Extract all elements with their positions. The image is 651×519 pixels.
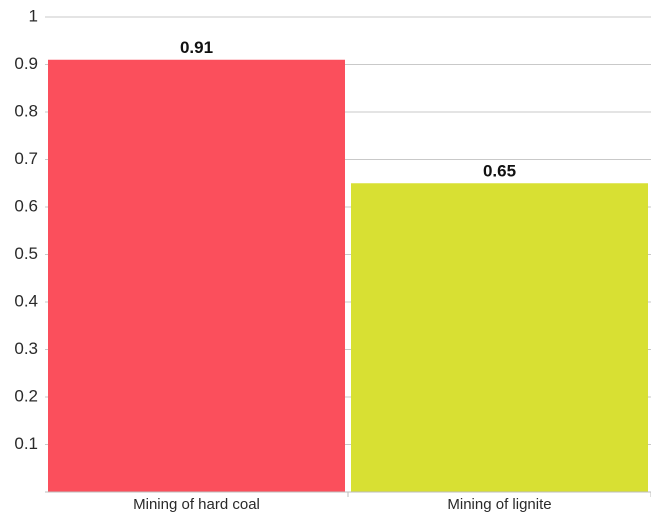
bars <box>48 59 648 492</box>
bar-2 <box>351 183 648 492</box>
y-tick-label: 0.8 <box>14 101 38 120</box>
x-tick-label: Mining of hard coal <box>133 496 260 513</box>
y-tick-label: 0.9 <box>14 54 38 73</box>
bar-1 <box>48 59 345 492</box>
data-labels: 0.91 0.65 <box>180 38 516 181</box>
y-tick-label: 0.7 <box>14 149 38 168</box>
data-label-2: 0.65 <box>483 161 516 180</box>
data-label-1: 0.91 <box>180 38 213 57</box>
y-tick-label: 1 <box>29 6 38 25</box>
y-tick-label: 0.5 <box>14 244 38 263</box>
x-tick-label: Mining of lignite <box>447 496 551 513</box>
y-axis: 0.1 0.2 0.3 0.4 0.5 0.6 0.7 0.8 0.9 1 <box>14 6 38 453</box>
x-axis: Mining of hard coal Mining of lignite <box>45 491 651 513</box>
y-tick-label: 0.4 <box>14 291 38 310</box>
y-tick-label: 0.1 <box>14 434 38 453</box>
y-tick-label: 0.3 <box>14 339 38 358</box>
y-tick-label: 0.6 <box>14 196 38 215</box>
y-tick-label: 0.2 <box>14 386 38 405</box>
